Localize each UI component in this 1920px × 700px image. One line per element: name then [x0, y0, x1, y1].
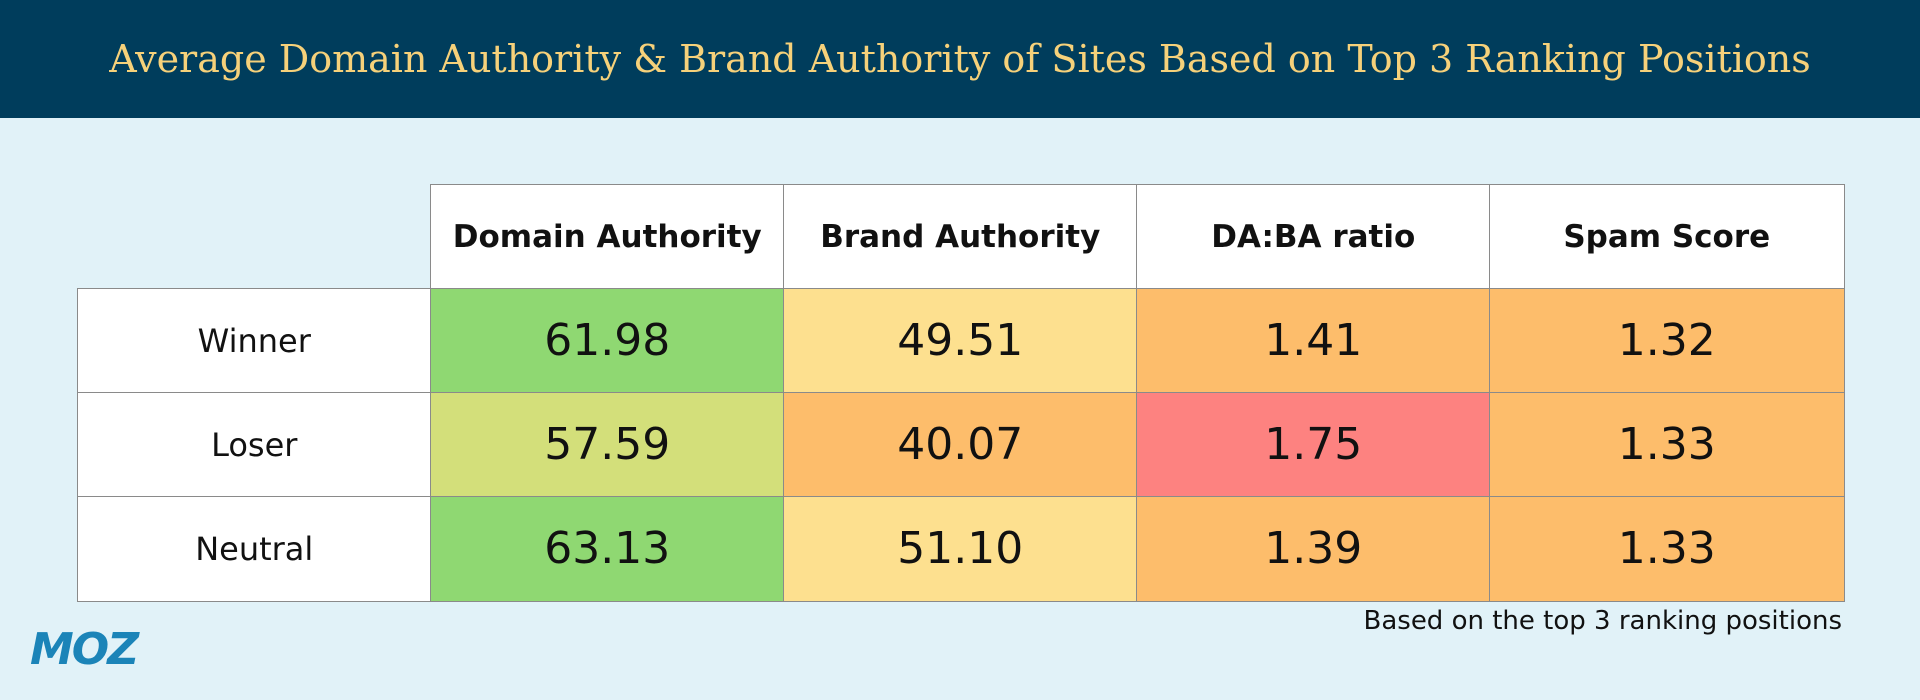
value-cell: 57.59: [430, 392, 785, 498]
row-label: Loser: [77, 392, 432, 498]
value-cell: 51.10: [783, 496, 1138, 602]
value-cell: 1.33: [1489, 392, 1845, 498]
value-cell: 1.32: [1489, 288, 1845, 394]
title: Average Domain Authority & Brand Authori…: [109, 37, 1811, 81]
value-cell: 1.39: [1136, 496, 1491, 602]
column-header: DA:BA ratio: [1136, 184, 1491, 290]
value-cell: 1.33: [1489, 496, 1845, 602]
row-label: Winner: [77, 288, 432, 394]
row-label: Neutral: [77, 496, 432, 602]
column-header: Spam Score: [1489, 184, 1845, 290]
value-cell: 1.75: [1136, 392, 1491, 498]
value-cell: 63.13: [430, 496, 785, 602]
header-bar: Average Domain Authority & Brand Authori…: [0, 0, 1920, 118]
footnote: Based on the top 3 ranking positions: [1363, 606, 1843, 636]
value-cell: 40.07: [783, 392, 1138, 498]
logo: MOZ: [30, 624, 139, 675]
column-header: Brand Authority: [783, 184, 1138, 290]
value-cell: 49.51: [783, 288, 1138, 394]
column-header: Domain Authority: [430, 184, 785, 290]
value-cell: 1.41: [1136, 288, 1491, 394]
value-cell: 61.98: [430, 288, 785, 394]
